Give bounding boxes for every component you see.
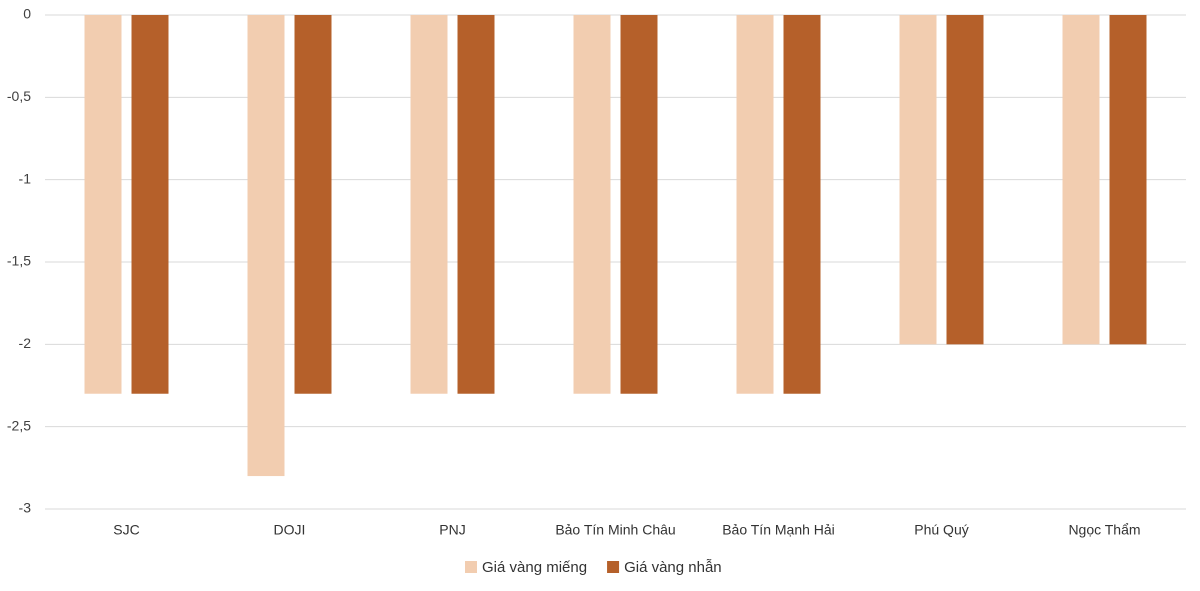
bar [410,15,448,394]
bar [1109,15,1147,345]
y-tick-label: -2 [19,335,32,351]
y-tick-label: -0,5 [7,88,31,104]
bar [736,15,774,394]
bar [247,15,285,477]
y-tick-label: 0 [23,6,31,22]
x-tick-label: PNJ [439,522,465,538]
bar [1062,15,1100,345]
x-tick-label: DOJI [274,522,306,538]
bar [899,15,937,345]
x-tick-label: Phú Quý [914,522,968,538]
bar [457,15,495,394]
bar [294,15,332,394]
bar [783,15,821,394]
x-tick-label: Ngọc Thẩm [1068,522,1140,538]
bar [620,15,658,394]
y-tick-label: -2,5 [7,417,31,433]
legend-swatch [465,561,477,573]
y-tick-label: -1,5 [7,253,31,269]
x-tick-label: Bảo Tín Minh Châu [555,522,675,538]
legend-swatch [607,561,620,573]
y-tick-label: -1 [19,170,32,186]
x-tick-label: Bảo Tín Mạnh Hải [722,522,835,538]
bar [946,15,984,345]
legend-label: Giá vàng miếng [482,559,587,576]
bar [131,15,169,394]
x-tick-label: SJC [113,522,139,538]
y-tick-label: -3 [19,500,32,516]
bar [573,15,611,394]
legend-label: Giá vàng nhẫn [624,559,722,576]
bar [84,15,122,394]
